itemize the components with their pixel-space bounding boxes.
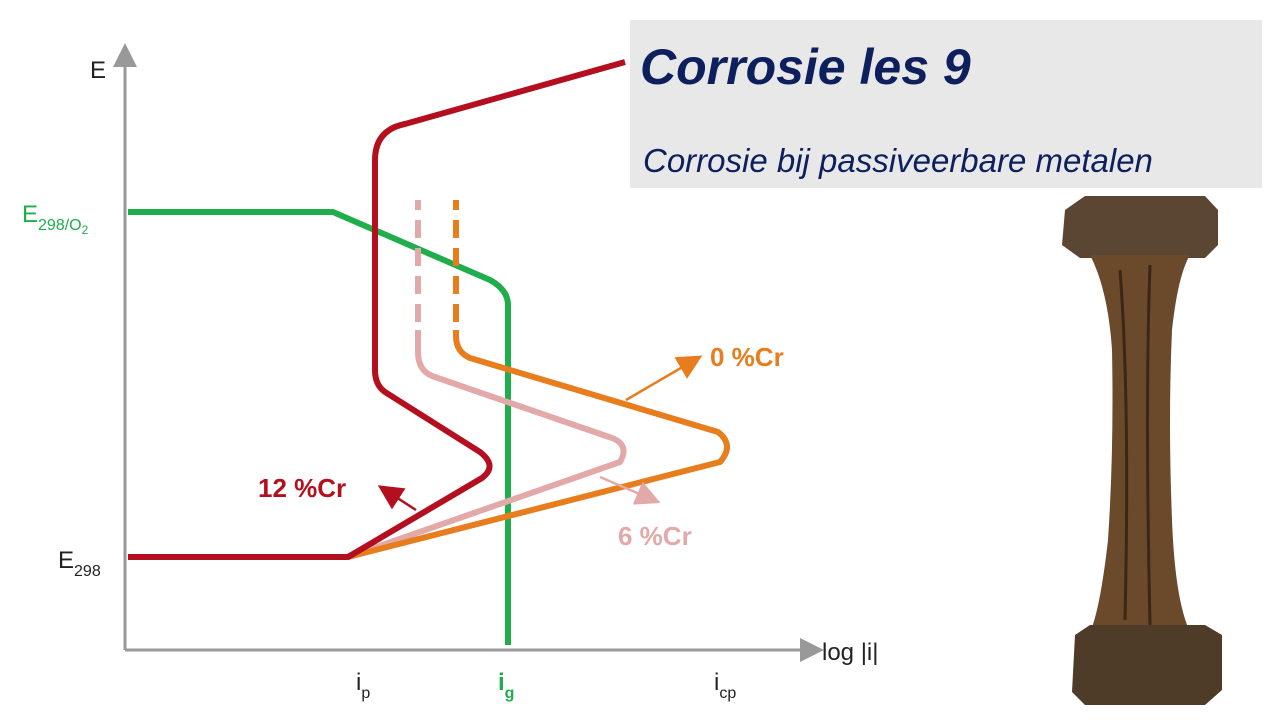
x-axis-label: log |i| [822, 639, 879, 666]
title: Corrosie les 9 [640, 39, 971, 95]
arrow [377, 485, 417, 512]
title-box [630, 20, 1262, 188]
arrow [599, 475, 661, 505]
subtitle: Corrosie bij passiveerbare metalen [643, 142, 1153, 179]
x-label: icp [714, 669, 736, 702]
y-axis-label: E [90, 57, 106, 84]
x-label: ig [498, 669, 514, 702]
bolt-image [1062, 196, 1222, 705]
y-label: E298 [58, 547, 101, 580]
x-label: ip [356, 669, 370, 702]
curve-label: 12 %Cr [258, 473, 346, 503]
y-label: E298/O2 [22, 201, 89, 237]
arrow [625, 355, 703, 402]
curves [128, 59, 730, 645]
curve-label: 0 %Cr [710, 342, 784, 372]
axes [113, 43, 824, 662]
curve-label: 6 %Cr [618, 521, 692, 551]
